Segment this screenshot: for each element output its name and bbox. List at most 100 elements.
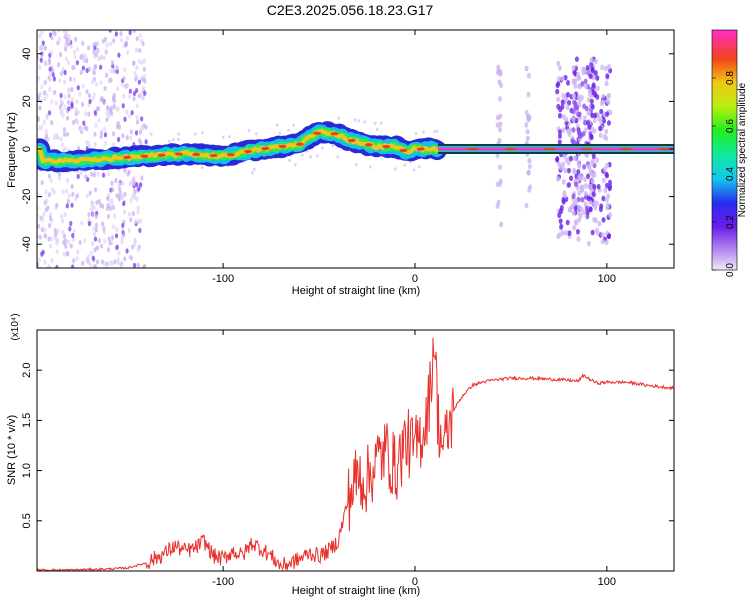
- noise-blob: [417, 165, 421, 169]
- noise-blob: [135, 36, 139, 42]
- burst-blob: [593, 70, 598, 76]
- noise-blob: [275, 123, 279, 127]
- burst-blob: [561, 196, 566, 203]
- burst-blob: [604, 171, 609, 178]
- noise-blob: [63, 94, 67, 100]
- burst-blob: [591, 153, 596, 160]
- burst-blob: [498, 113, 503, 120]
- colorbar-ticks: 0.0 0.2 0.4 0.6 0.8: [712, 71, 736, 277]
- ridge-hotspot: [416, 147, 425, 151]
- noise-blob: [81, 83, 85, 89]
- noise-blob: [92, 49, 96, 55]
- noise-blob: [67, 93, 71, 99]
- burst-blob: [608, 179, 613, 186]
- noise-blob: [149, 132, 153, 136]
- noise-blob: [52, 76, 56, 82]
- noise-blob: [123, 116, 127, 122]
- noise-blob: [64, 56, 68, 62]
- noise-blob: [89, 250, 93, 256]
- noise-blob: [101, 221, 105, 227]
- burst-blob: [527, 157, 532, 164]
- noise-blob: [62, 239, 66, 245]
- noise-blob: [133, 218, 138, 224]
- noise-blob: [84, 174, 88, 180]
- burst-blob: [602, 118, 607, 124]
- burst-blob: [558, 218, 563, 224]
- noise-blob: [60, 142, 64, 148]
- burst-blob: [526, 170, 531, 176]
- noise-blob: [227, 135, 231, 139]
- burst-blob: [604, 135, 609, 142]
- burst-blob: [557, 65, 562, 71]
- noise-blob: [134, 47, 139, 53]
- y-tick-label: 40: [21, 48, 33, 60]
- noise-blob: [49, 236, 53, 242]
- noise-blob: [37, 256, 42, 263]
- spectrogram-ticks: -100 0 100 40 20 0 -20 -40: [21, 30, 674, 285]
- noise-blob: [104, 140, 108, 146]
- noise-blob: [65, 33, 69, 39]
- noise-blob: [57, 62, 61, 68]
- noise-blob: [66, 60, 71, 66]
- noise-blob: [93, 64, 97, 71]
- burst-blob: [582, 67, 587, 73]
- noise-blob: [61, 147, 65, 153]
- noise-blob: [94, 227, 99, 233]
- noise-blob: [135, 196, 139, 203]
- noise-blob: [119, 31, 123, 37]
- noise-blob: [128, 30, 132, 36]
- noise-blob: [43, 45, 48, 51]
- y-tick-label: -20: [21, 189, 33, 205]
- noise-blob: [368, 165, 372, 169]
- noise-blob: [47, 192, 52, 198]
- noise-blob: [138, 182, 143, 188]
- burst-blob: [571, 108, 576, 115]
- burst-blob: [555, 156, 560, 162]
- colorbar-label: Normalized spectral amplitude: [737, 82, 748, 217]
- noise-blob: [336, 155, 340, 159]
- noise-blob: [90, 202, 94, 208]
- ridge-hotspot: [347, 138, 356, 143]
- burst-blob: [604, 239, 609, 246]
- noise-blob: [39, 57, 43, 63]
- burst-blob: [577, 217, 582, 223]
- noise-blob: [117, 52, 121, 58]
- burst-blob: [582, 119, 587, 126]
- noise-blob: [48, 77, 52, 83]
- noise-blob: [69, 220, 73, 227]
- noise-blob: [114, 233, 119, 239]
- burst-blob: [572, 155, 577, 161]
- noise-blob: [65, 177, 70, 183]
- noise-blob: [71, 264, 75, 268]
- noise-blob: [40, 45, 44, 51]
- burst-blob: [589, 98, 594, 105]
- noise-blob: [122, 232, 126, 238]
- burst-blob: [557, 129, 562, 135]
- burst-blob: [495, 203, 500, 209]
- noise-blob: [44, 79, 48, 85]
- noise-blob: [48, 66, 52, 72]
- noise-blob: [111, 204, 116, 211]
- burst-blob: [498, 126, 503, 133]
- noise-blob: [137, 59, 141, 65]
- noise-blob: [41, 40, 45, 46]
- noise-blob: [122, 209, 127, 215]
- noise-blob: [83, 110, 88, 116]
- noise-blob: [85, 88, 89, 95]
- noise-blob: [135, 182, 139, 188]
- burst-blob: [583, 201, 588, 207]
- burst-blob: [497, 181, 502, 188]
- burst-blob: [583, 83, 588, 89]
- noise-blob: [55, 249, 59, 255]
- spectrogram-x-axis-label: Height of straight line (km): [292, 285, 420, 297]
- burst-blob: [608, 212, 613, 218]
- colorbar-tick-label: 0.4: [725, 167, 736, 181]
- burst-blob: [590, 229, 595, 236]
- noise-blob: [108, 240, 112, 246]
- noise-blob: [177, 137, 180, 142]
- noise-blob: [177, 132, 181, 136]
- spectrogram-y-axis-label: Frequency (Hz): [6, 112, 18, 188]
- noise-blob: [38, 105, 42, 111]
- burst-blob: [583, 176, 588, 183]
- noise-blob: [125, 82, 129, 88]
